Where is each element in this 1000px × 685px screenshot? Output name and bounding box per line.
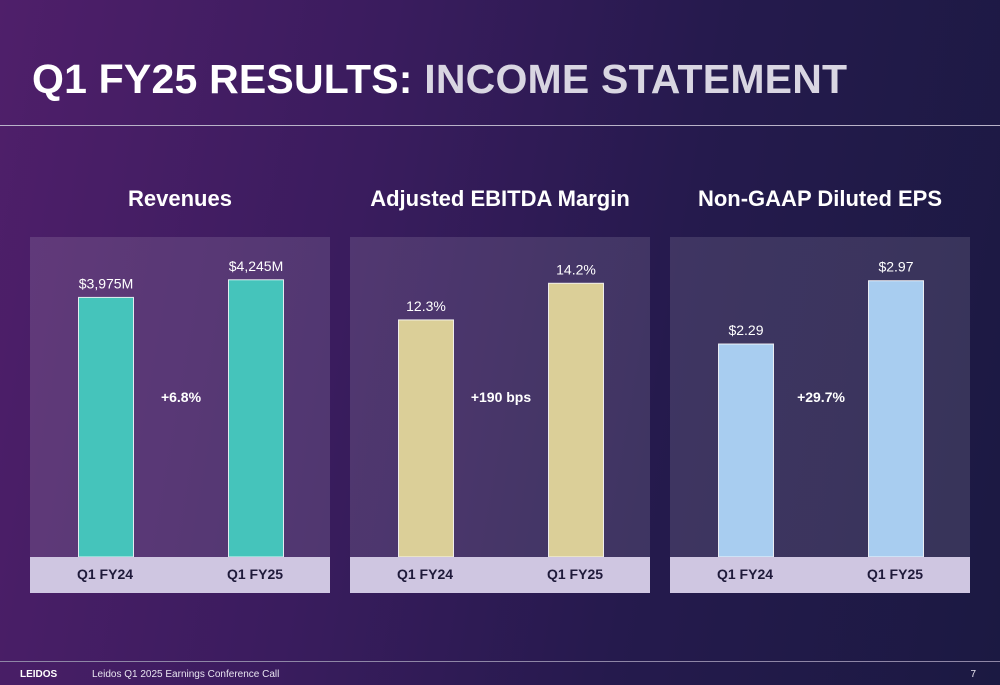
revenues-bar-q1-fy25 [228,279,284,557]
revenues-title: Revenues [128,186,232,211]
eps-x-label-q1fy25: Q1 FY25 [866,566,924,582]
eps-value-label-q1-fy24: $2.29 [728,322,763,338]
eps-bar-q1-fy25 [868,280,924,557]
ebitda-change-label: +190 bps [471,389,532,405]
revenues-chart: $3,975M $4,245M +6.8% [78,258,284,557]
ebitda-margin-x-axis-band: Q1 FY24 Q1 FY25 [350,557,650,593]
eps-x-label-q1fy24: Q1 FY24 [716,566,774,582]
revenues-bar-q1-fy24 [78,296,134,557]
eps-chart-panel: $2.29 $2.97 +29.7% Q1 FY24 Q1 FY25 [670,237,970,593]
eps-change-label: +29.7% [797,389,845,405]
eps-x-axis-band: Q1 FY24 Q1 FY25 [670,557,970,593]
ebitda-value-label-q1-fy25: 14.2% [556,261,596,277]
eps-bar-q1-fy24 [718,343,774,557]
footer-text: Leidos Q1 2025 Earnings Conference Call [92,669,280,680]
slide-title: Q1 FY25 RESULTS: INCOME STATEMENT [32,56,847,103]
ebitda-value-label-q1-fy24: 12.3% [406,298,446,314]
revenues-value-label-q1-fy25: $4,245M [229,258,283,274]
ebitda-x-label-q1fy24: Q1 FY24 [396,566,454,582]
revenues-x-label-q1fy25: Q1 FY25 [226,566,284,582]
page-number: 7 [970,669,976,680]
title-part2: INCOME STATEMENT [424,56,848,102]
eps-title: Non-GAAP Diluted EPS [697,186,943,211]
title-part1: Q1 FY25 RESULTS: [32,56,413,102]
revenues-x-label-q1fy24: Q1 FY24 [76,566,134,582]
revenues-value-label-q1-fy24: $3,975M [79,275,133,291]
revenues-change-label: +6.8% [161,389,202,405]
ebitda-bar-q1-fy25 [548,282,604,557]
footer-brand: LEIDOS [20,669,58,680]
ebitda-margin-title: Adjusted EBITDA Margin [370,186,630,211]
footer-divider [0,661,1000,662]
revenues-x-axis-band: Q1 FY24 Q1 FY25 [30,557,330,593]
revenues-chart-panel: $3,975M $4,245M +6.8% Q1 FY24 Q1 FY25 [30,237,330,593]
ebitda-bar-q1-fy24 [398,319,454,557]
ebitda-margin-chart: 12.3% 14.2% +190 bps [398,261,604,557]
eps-value-label-q1-fy25: $2.97 [878,259,913,275]
ebitda-margin-chart-panel: 12.3% 14.2% +190 bps Q1 FY24 Q1 FY25 [350,237,650,593]
ebitda-x-label-q1fy25: Q1 FY25 [546,566,604,582]
eps-chart: $2.29 $2.97 +29.7% [718,259,924,557]
title-divider [0,125,1000,126]
